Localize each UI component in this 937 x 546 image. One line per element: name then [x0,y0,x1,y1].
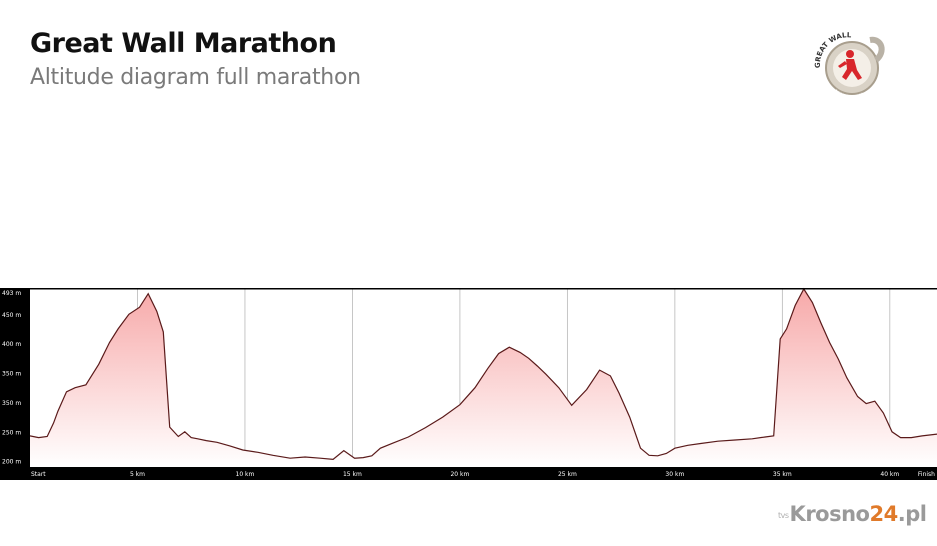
y-tick-label: 350 m [2,400,21,407]
x-axis-bar [0,467,937,480]
x-tick-label: 40 km [880,471,899,478]
chart-subtitle: Altitude diagram full marathon [30,65,361,90]
y-tick-labels: 493 m 450 m 400 m 350 m 350 m 250 m 200 m [2,290,21,466]
altitude-area [30,289,937,467]
x-tick-labels: Start 5 km 10 km 15 km 20 km 25 km 30 km 35 km 4… [31,471,935,478]
site-credit: tvsKrosno24.pl [778,502,927,526]
chart-title: Great Wall Marathon [30,28,337,59]
great-wall-marathon-logo: GREAT WALL MARATHON [814,31,885,100]
x-tick-label: 20 km [450,471,469,478]
y-axis-bar [0,288,30,480]
y-tick-label: 400 m [2,341,21,348]
x-tick-label: 25 km [558,471,577,478]
credit-suffix: .pl [897,502,927,526]
x-tick-label: 5 km [130,471,145,478]
y-tick-label: 200 m [2,459,21,466]
altitude-line [29,287,937,461]
y-tick-label: 350 m [2,371,21,378]
credit-number: 24 [869,502,898,526]
x-tick-label: Start [31,471,46,478]
x-tick-label: 30 km [665,471,684,478]
x-tick-label: 15 km [343,471,362,478]
y-tick-label: 493 m [2,290,21,297]
x-tick-label: 10 km [236,471,255,478]
chart-border-top [0,288,937,290]
x-tick-label: 35 km [773,471,792,478]
y-tick-label: 450 m [2,312,21,319]
y-tick-label: 250 m [2,429,21,436]
altitude-chart: 493 m 450 m 400 m 350 m 350 m 250 m 200 m Star… [0,286,937,480]
credit-prefix: tvs [778,510,789,520]
credit-main: Krosno [789,502,870,526]
x-tick-label: Finish [918,471,935,478]
